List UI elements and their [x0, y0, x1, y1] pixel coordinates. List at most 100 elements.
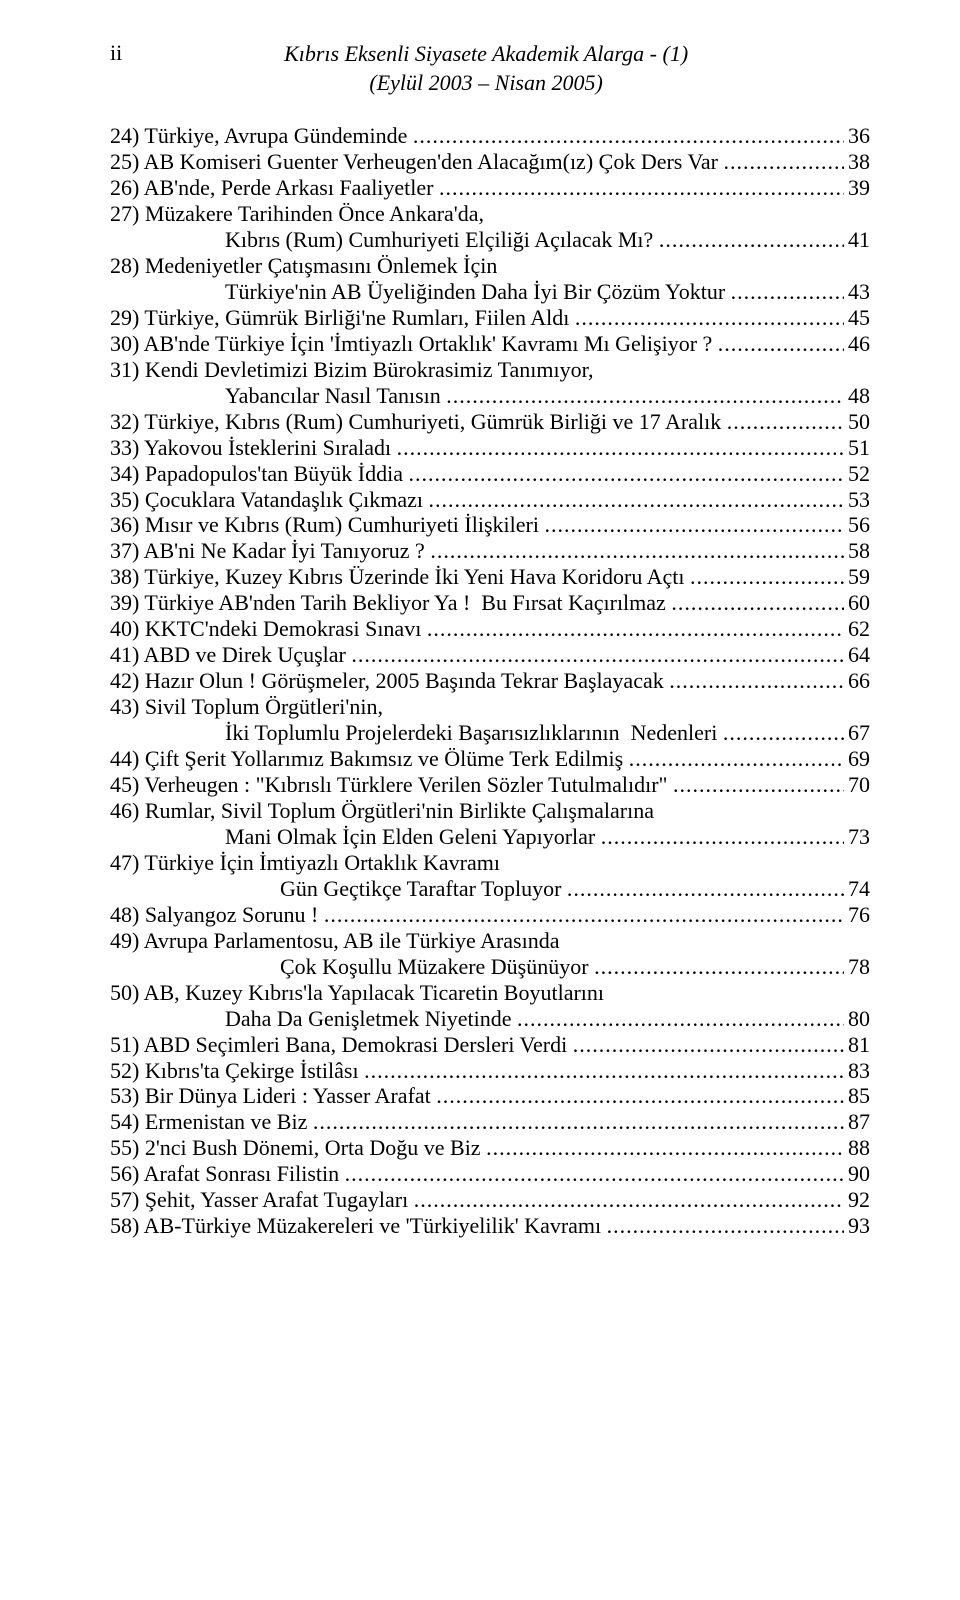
toc-leader-dots — [439, 175, 844, 201]
toc-entry: 35) Çocuklara Vatandaşlık Çıkmazı 53 — [110, 487, 870, 513]
toc-entry-text: 45) Verheugen : "Kıbrıslı Türklere Veril… — [110, 772, 673, 798]
toc-entry: 42) Hazır Olun ! Görüşmeler, 2005 Başınd… — [110, 668, 870, 694]
toc-entry-page: 48 — [844, 383, 870, 409]
toc-leader-dots — [731, 279, 844, 305]
toc-entry-text: 37) AB'ni Ne Kadar İyi Tanıyoruz ? — [110, 538, 430, 564]
toc-entry: 44) Çift Şerit Yollarımız Bakımsız ve Öl… — [110, 746, 870, 772]
toc-entry-text: Yabancılar Nasıl Tanısın — [110, 383, 446, 409]
toc-entry-text: 58) AB-Türkiye Müzakereleri ve 'Türkiyel… — [110, 1213, 607, 1239]
toc-entry-text: 34) Papadopulos'tan Büyük İddia — [110, 461, 408, 487]
toc-leader-dots — [408, 461, 844, 487]
toc-leader-dots — [429, 487, 844, 513]
toc-entry-text: İki Toplumlu Projelerdeki Başarısızlıkla… — [110, 720, 723, 746]
toc-entry-text: 27) Müzakere Tarihinden Önce Ankara'da, — [110, 201, 484, 227]
toc-entry-page: 90 — [844, 1161, 870, 1187]
toc-entry-page: 66 — [844, 668, 870, 694]
toc-entry-page: 88 — [844, 1135, 870, 1161]
toc-entry-text: 26) AB'nde, Perde Arkası Faaliyetler — [110, 175, 439, 201]
toc-entry: 29) Türkiye, Gümrük Birliği'ne Rumları, … — [110, 305, 870, 331]
toc-entry: 26) AB'nde, Perde Arkası Faaliyetler 39 — [110, 175, 870, 201]
toc-entry-text: 57) Şehit, Yasser Arafat Tugayları — [110, 1187, 414, 1213]
toc-entry-page: 67 — [844, 720, 870, 746]
toc-leader-dots — [575, 305, 844, 331]
toc-leader-dots — [724, 149, 845, 175]
toc-leader-dots — [727, 409, 844, 435]
header-title-line-1: Kıbrıs Eksenli Siyasete Akademik Alarga … — [284, 41, 688, 66]
toc-entry-page: 83 — [844, 1058, 870, 1084]
toc-entry-text: 38) Türkiye, Kuzey Kıbrıs Üzerinde İki Y… — [110, 564, 690, 590]
toc-entry-text: 47) Türkiye İçin İmtiyazlı Ortaklık Kavr… — [110, 850, 500, 876]
toc-entry: 50) AB, Kuzey Kıbrıs'la Yapılacak Ticare… — [110, 980, 870, 1006]
toc-leader-dots — [517, 1006, 844, 1032]
toc-entry: 46) Rumlar, Sivil Toplum Örgütleri'nin B… — [110, 798, 870, 824]
toc-entry-text: 54) Ermenistan ve Biz — [110, 1109, 313, 1135]
toc-leader-dots — [669, 668, 844, 694]
toc-leader-dots — [723, 720, 844, 746]
toc-entry-text: 39) Türkiye AB'nden Tarih Bekliyor Ya ! … — [110, 590, 671, 616]
toc-leader-dots — [544, 512, 844, 538]
toc-leader-dots — [313, 1109, 844, 1135]
toc-entry-page: 51 — [844, 435, 870, 461]
toc-leader-dots — [629, 746, 844, 772]
toc-entry: Çok Koşullu Müzakere Düşünüyor 78 — [110, 954, 870, 980]
toc-entry: Mani Olmak İçin Elden Geleni Yapıyorlar … — [110, 824, 870, 850]
toc-entry-text: 33) Yakovou İsteklerini Sıraladı — [110, 435, 397, 461]
page-number: ii — [110, 40, 122, 66]
toc-entry-page: 38 — [844, 149, 870, 175]
toc-entry-page: 60 — [844, 590, 870, 616]
toc-entry: Kıbrıs (Rum) Cumhuriyeti Elçiliği Açılac… — [110, 227, 870, 253]
toc-entry-text: 41) ABD ve Direk Uçuşlar — [110, 642, 351, 668]
toc-entry-text: 44) Çift Şerit Yollarımız Bakımsız ve Öl… — [110, 746, 629, 772]
toc-entry-text: Daha Da Genişletmek Niyetinde — [110, 1006, 517, 1032]
toc-entry: Gün Geçtikçe Taraftar Topluyor 74 — [110, 876, 870, 902]
toc-entry-page: 93 — [844, 1213, 870, 1239]
toc-entry-text: 25) AB Komiseri Guenter Verheugen'den Al… — [110, 149, 724, 175]
toc-entry-text: 40) KKTC'ndeki Demokrasi Sınavı — [110, 616, 427, 642]
toc-entry-page: 76 — [844, 902, 870, 928]
toc-leader-dots — [430, 538, 844, 564]
toc-entry-text: 32) Türkiye, Kıbrıs (Rum) Cumhuriyeti, G… — [110, 409, 727, 435]
toc-entry-page: 56 — [844, 512, 870, 538]
toc-entry: 36) Mısır ve Kıbrıs (Rum) Cumhuriyeti İl… — [110, 512, 870, 538]
toc-entry: 28) Medeniyetler Çatışmasını Önlemek İçi… — [110, 253, 870, 279]
toc-entry-text: 51) ABD Seçimleri Bana, Demokrasi Dersle… — [110, 1032, 573, 1058]
toc-entry-page: 52 — [844, 461, 870, 487]
toc-entry-page: 43 — [844, 279, 870, 305]
toc-entry-page: 70 — [844, 772, 870, 798]
toc-leader-dots — [573, 1032, 844, 1058]
toc-entry-text: 53) Bir Dünya Lideri : Yasser Arafat — [110, 1083, 436, 1109]
toc-entry-page: 39 — [844, 175, 870, 201]
toc-entry: 39) Türkiye AB'nden Tarih Bekliyor Ya ! … — [110, 590, 870, 616]
toc-entry: 33) Yakovou İsteklerini Sıraladı 51 — [110, 435, 870, 461]
toc-entry-text: 43) Sivil Toplum Örgütleri'nin, — [110, 694, 383, 720]
toc-entry: 55) 2'nci Bush Dönemi, Orta Doğu ve Biz … — [110, 1135, 870, 1161]
toc-entry: 41) ABD ve Direk Uçuşlar 64 — [110, 642, 870, 668]
toc-leader-dots — [718, 331, 844, 357]
toc-entry-page: 53 — [844, 487, 870, 513]
toc-entry-page: 41 — [844, 227, 870, 253]
toc-leader-dots — [427, 616, 844, 642]
toc-entry-text: 30) AB'nde Türkiye İçin 'İmtiyazlı Ortak… — [110, 331, 718, 357]
toc-entry: 45) Verheugen : "Kıbrıslı Türklere Veril… — [110, 772, 870, 798]
toc-entry-text: 56) Arafat Sonrası Filistin — [110, 1161, 345, 1187]
toc-leader-dots — [607, 1213, 844, 1239]
toc-entry: 31) Kendi Devletimizi Bizim Bürokrasimiz… — [110, 357, 870, 383]
toc-entry-page: 80 — [844, 1006, 870, 1032]
toc-entry: Daha Da Genişletmek Niyetinde 80 — [110, 1006, 870, 1032]
toc-leader-dots — [364, 1058, 844, 1084]
toc-leader-dots — [659, 227, 844, 253]
toc-leader-dots — [567, 876, 844, 902]
toc-entry: 56) Arafat Sonrası Filistin 90 — [110, 1161, 870, 1187]
toc-entry-page: 46 — [844, 331, 870, 357]
toc-entry-page: 73 — [844, 824, 870, 850]
toc-entry: 52) Kıbrıs'ta Çekirge İstilâsı 83 — [110, 1058, 870, 1084]
toc-entry: Türkiye'nin AB Üyeliğinden Daha İyi Bir … — [110, 279, 870, 305]
toc-entry-text: 48) Salyangoz Sorunu ! — [110, 902, 324, 928]
toc-entry: İki Toplumlu Projelerdeki Başarısızlıkla… — [110, 720, 870, 746]
toc-entry-page: 50 — [844, 409, 870, 435]
toc-entry-text: Mani Olmak İçin Elden Geleni Yapıyorlar — [110, 824, 601, 850]
toc-entry: 47) Türkiye İçin İmtiyazlı Ortaklık Kavr… — [110, 850, 870, 876]
toc-entry: 27) Müzakere Tarihinden Önce Ankara'da, — [110, 201, 870, 227]
toc-leader-dots — [446, 383, 844, 409]
toc-entry-text: Kıbrıs (Rum) Cumhuriyeti Elçiliği Açılac… — [110, 227, 659, 253]
